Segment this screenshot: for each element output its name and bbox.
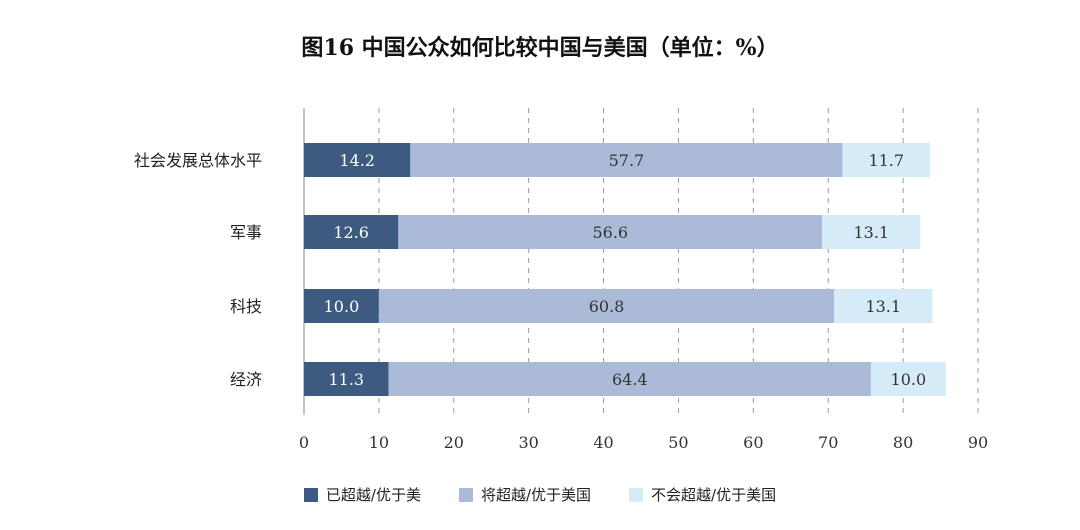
x-tick-label: 70 [818,433,838,452]
bar-segment [870,362,946,396]
bar-segment [834,289,933,323]
bar-segment [304,143,411,177]
x-tick-label: 90 [968,433,988,452]
x-tick-label: 50 [668,433,688,452]
bar-segment [822,215,921,249]
data-label: 57.7 [609,151,645,170]
legend-swatch-already [303,487,318,502]
data-label: 13.1 [853,223,889,242]
legend-item-never: 不会超越/优于美国 [629,484,776,505]
category-label: 军事 [230,223,262,242]
x-tick-label: 40 [593,433,613,452]
x-tick-label: 20 [444,433,464,452]
bar-segment [304,215,399,249]
category-label: 经济 [230,370,262,389]
legend-item-already: 已超越/优于美 [303,484,421,505]
legend-swatch-will [458,487,473,502]
bar-segment [388,362,871,396]
data-label: 14.2 [339,151,375,170]
data-label: 60.8 [589,297,625,316]
legend: 已超越/优于美 将超越/优于美国 不会超越/优于美国 [0,484,1080,505]
data-label: 56.6 [592,223,628,242]
x-tick-label: 60 [743,433,763,452]
bar-segment [304,362,389,396]
legend-item-will: 将超越/优于美国 [458,484,592,505]
x-tick-label: 0 [299,433,309,452]
bar-segment [842,143,931,177]
data-label: 10.0 [891,370,927,389]
data-label: 10.0 [324,297,360,316]
x-tick-label: 80 [893,433,913,452]
data-label: 11.7 [868,151,904,170]
category-label: 科技 [230,297,262,316]
bar-segment [398,215,823,249]
legend-label-will: 将超越/优于美国 [480,486,592,504]
legend-label-never: 不会超越/优于美国 [651,486,777,504]
bar-segment [378,289,835,323]
data-label: 64.4 [612,370,648,389]
chart-title: 图16 中国公众如何比较中国与美国（单位：%） [301,35,779,61]
legend-label-already: 已超越/优于美 [325,486,421,504]
x-tick-label: 10 [369,433,389,452]
data-label: 12.6 [333,223,369,242]
legend-swatch-never [629,487,644,502]
x-tick-label: 30 [518,433,538,452]
data-label: 11.3 [328,370,364,389]
category-label: 社会发展总体水平 [134,151,262,170]
bar-segment [304,289,379,323]
bar-segment [410,143,843,177]
data-label: 13.1 [865,297,901,316]
